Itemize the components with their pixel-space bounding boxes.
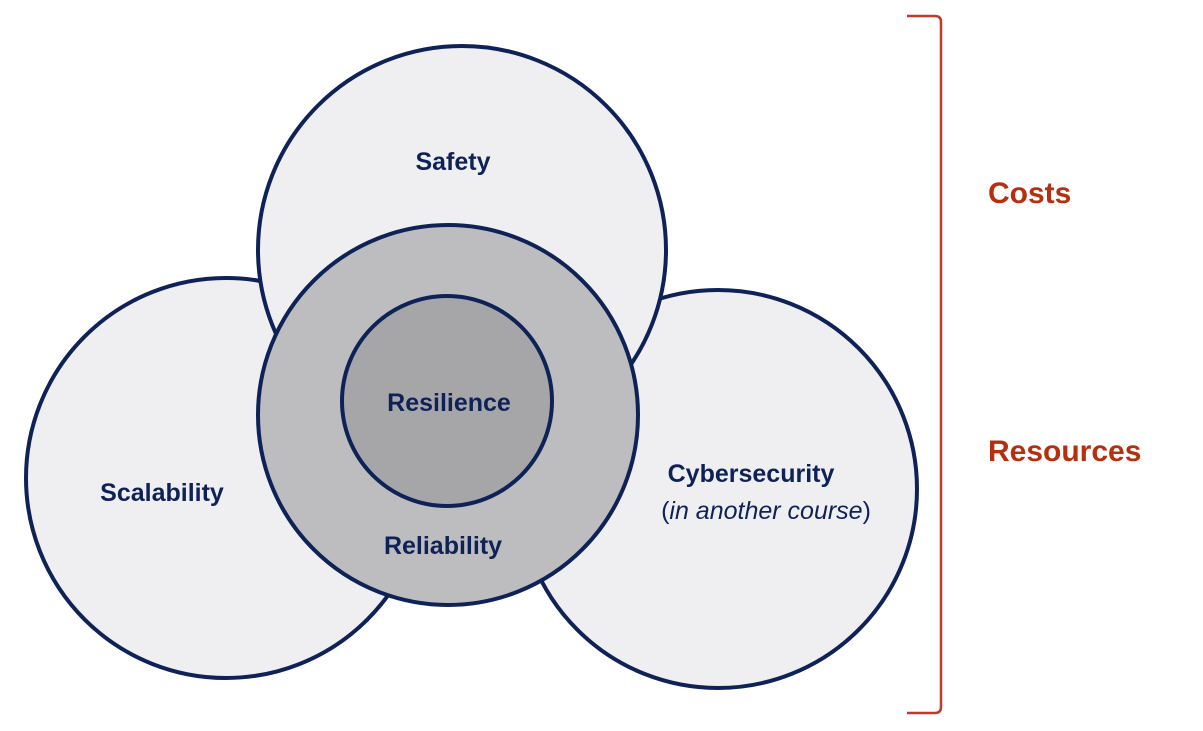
note-part: (: [661, 497, 670, 525]
bracket: [907, 14, 943, 715]
note-part: in another course: [669, 497, 862, 525]
node-label: Cybersecurity: [668, 460, 835, 488]
node-label: Scalability: [100, 479, 224, 507]
node-label: Reliability: [384, 532, 502, 560]
note-part: ): [863, 497, 871, 525]
side-label: Resources: [988, 435, 1141, 468]
node-label: Resilience: [387, 389, 511, 417]
node-note: (in another course): [661, 497, 871, 525]
node-label: Safety: [415, 148, 490, 176]
side-label: Costs: [988, 177, 1071, 210]
resilience-circle: [340, 294, 554, 508]
